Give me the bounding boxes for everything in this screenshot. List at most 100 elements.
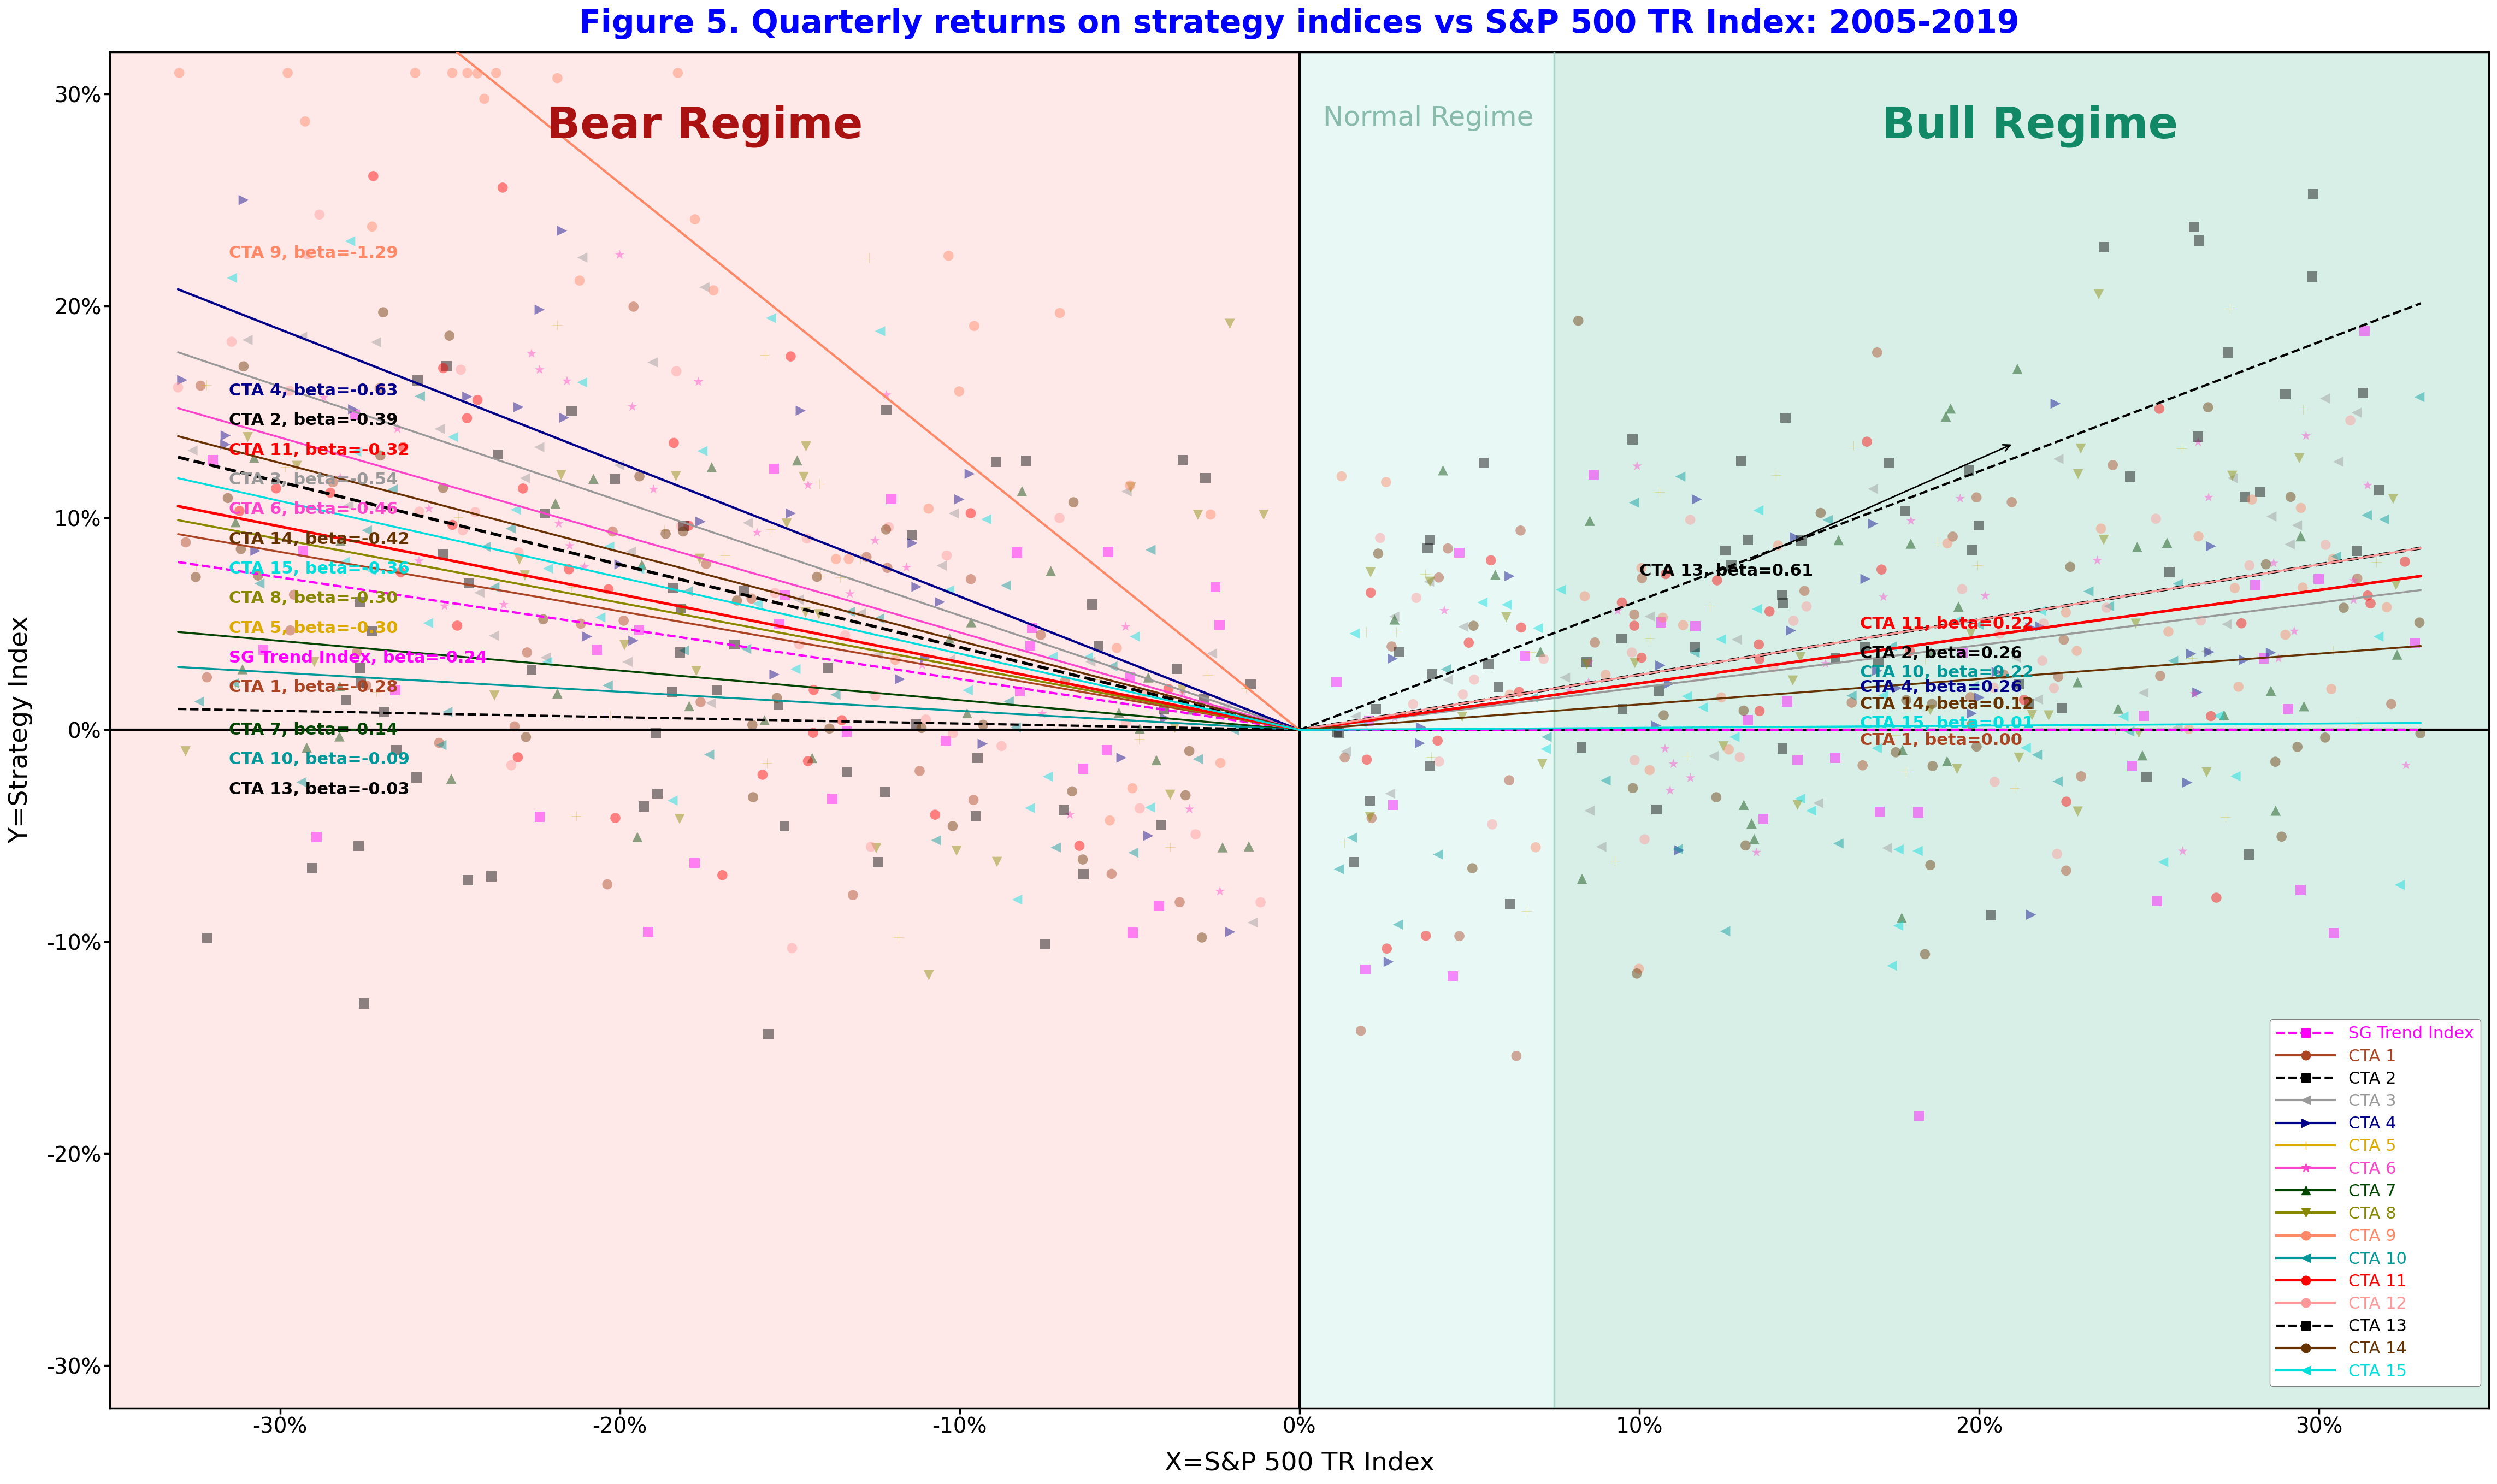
Point: [1526, 738, 1566, 761]
Point: [1079, 668, 1119, 692]
Point: [1139, 895, 1179, 919]
Point: [357, 331, 397, 355]
Point: [1546, 666, 1586, 690]
Point: [1423, 598, 1463, 622]
Point: [1119, 797, 1159, 821]
Point: [637, 721, 677, 745]
Point: [1975, 770, 2015, 794]
Point: [449, 571, 489, 595]
Point: [891, 524, 931, 548]
Point: [1406, 562, 1446, 586]
Point: [1715, 726, 1755, 749]
Point: [2235, 573, 2275, 597]
Point: [1646, 738, 1685, 761]
Point: [652, 680, 692, 703]
Point: [372, 478, 412, 502]
Point: [459, 580, 499, 604]
Point: [787, 527, 827, 551]
Point: [1179, 503, 1219, 527]
Point: [2395, 631, 2435, 654]
Point: [784, 464, 824, 488]
Point: [2117, 536, 2157, 559]
Point: [854, 528, 894, 552]
Point: [654, 430, 694, 454]
Text: Bear Regime: Bear Regime: [547, 105, 864, 147]
Point: [687, 552, 727, 576]
Point: [2060, 436, 2100, 460]
Point: [949, 462, 989, 485]
Point: [1136, 748, 1176, 772]
Point: [767, 512, 807, 536]
Point: [2018, 687, 2058, 711]
Point: [2028, 703, 2068, 727]
Point: [1473, 812, 1513, 835]
Point: [1913, 754, 1953, 778]
Point: [1186, 466, 1226, 490]
Point: [499, 540, 539, 564]
Point: [287, 736, 327, 760]
Point: [372, 499, 412, 522]
Point: [1960, 686, 2000, 709]
Point: [2285, 695, 2325, 718]
Point: [2090, 594, 2130, 617]
Point: [954, 788, 994, 812]
Point: [227, 328, 267, 352]
Point: [1753, 656, 1793, 680]
Point: [1516, 835, 1556, 859]
Point: [579, 605, 619, 629]
Point: [1815, 646, 1855, 669]
Point: [624, 794, 664, 818]
Title: Figure 5. Quarterly returns on strategy indices vs S&P 500 TR Index: 2005-2019: Figure 5. Quarterly returns on strategy …: [579, 9, 2020, 39]
Point: [2350, 592, 2390, 616]
Point: [2380, 873, 2420, 896]
Point: [1738, 499, 1778, 522]
Point: [829, 548, 869, 571]
Point: [454, 500, 494, 524]
Point: [662, 597, 702, 620]
Text: CTA 11, beta=-0.32: CTA 11, beta=-0.32: [230, 442, 410, 459]
Point: [669, 513, 709, 537]
Point: [587, 674, 627, 697]
Point: [1049, 803, 1089, 827]
Point: [1106, 711, 1146, 735]
Point: [2197, 886, 2237, 910]
Point: [477, 442, 517, 466]
Point: [1326, 745, 1366, 769]
Point: [1848, 430, 1888, 454]
Point: [2010, 616, 2050, 640]
Point: [1720, 745, 1760, 769]
Point: [1206, 695, 1246, 718]
Point: [759, 611, 799, 635]
Point: [777, 657, 817, 681]
Text: CTA 1, beta=0.00: CTA 1, beta=0.00: [1860, 733, 2023, 748]
Point: [587, 873, 627, 896]
Point: [906, 708, 946, 732]
Point: [599, 243, 639, 267]
Point: [827, 760, 866, 784]
Point: [754, 663, 794, 687]
Point: [539, 512, 579, 536]
Point: [886, 555, 926, 579]
Point: [1581, 835, 1621, 859]
Point: [1361, 527, 1401, 551]
Point: [2187, 640, 2227, 663]
Point: [634, 478, 674, 502]
Point: [2230, 554, 2270, 577]
Point: [1373, 792, 1413, 816]
Point: [809, 656, 849, 680]
Point: [1114, 920, 1154, 944]
Point: [866, 781, 906, 804]
Point: [2342, 381, 2382, 405]
Point: [1670, 508, 1710, 531]
Point: [789, 473, 829, 497]
Point: [225, 355, 265, 378]
Point: [1873, 954, 1913, 978]
Point: [1885, 499, 1925, 522]
Point: [1900, 1104, 1940, 1128]
Point: [2167, 770, 2207, 794]
Point: [891, 531, 931, 555]
Point: [827, 720, 866, 743]
Point: [2177, 424, 2217, 448]
Point: [432, 513, 472, 537]
Point: [292, 856, 332, 880]
